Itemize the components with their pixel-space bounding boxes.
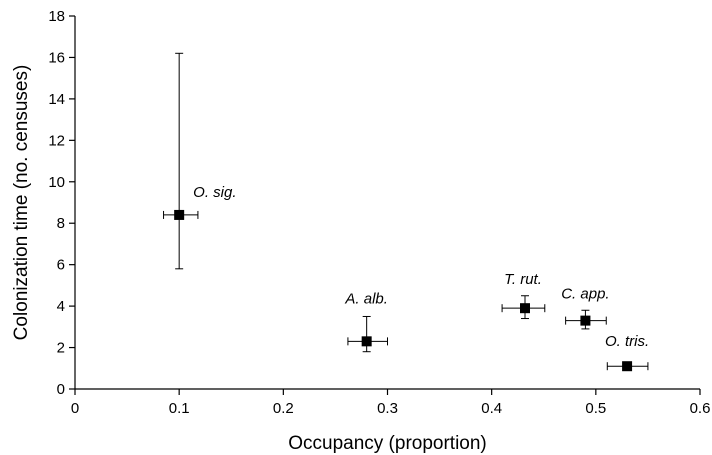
x-tick-label: 0.2: [273, 400, 294, 417]
data-point: C. app.: [561, 286, 610, 330]
x-axis-title: Occupancy (proportion): [288, 433, 487, 454]
y-tick-label: 2: [57, 340, 65, 357]
point-label: O. sig.: [193, 184, 236, 201]
y-tick-label: 6: [57, 257, 65, 274]
square-marker: [361, 336, 372, 347]
y-tick-label: 4: [57, 298, 65, 315]
y-tick-label: 16: [48, 49, 65, 66]
y-tick-label: 8: [57, 215, 65, 232]
square-marker: [580, 315, 591, 326]
y-axis-title: Colonization time (no. censuses): [11, 65, 32, 341]
plot-area: 0 2 4 6 8 10 12 14 16 18 0 0.1 0.2 0.3 0.4 0.5 0.6 O. sig…: [48, 8, 710, 417]
x-tick-label: 0.1: [169, 400, 190, 417]
data-point: T. rut.: [501, 271, 546, 320]
square-marker: [174, 209, 185, 220]
point-label: C. app.: [561, 286, 609, 303]
y-tick-label: 12: [48, 132, 65, 149]
y-tick-label: 18: [48, 8, 65, 25]
square-marker: [520, 303, 530, 314]
data-point: O. tris.: [605, 333, 649, 372]
y-tick-label: 14: [48, 91, 65, 108]
data-point: O. sig.: [163, 52, 237, 270]
x-tick-label: 0.3: [377, 400, 398, 417]
point-label: A. alb.: [344, 290, 388, 307]
x-tick-label: 0.5: [585, 400, 606, 417]
x-tick-label: 0.6: [690, 400, 711, 417]
x-tick-label: 0.4: [481, 400, 502, 417]
data-point: A. alb.: [344, 290, 388, 353]
y-tick-label: 0: [57, 381, 65, 398]
point-label: T. rut.: [504, 271, 542, 288]
x-tick-label: 0: [71, 400, 79, 417]
y-tick-label: 10: [48, 174, 65, 191]
square-marker: [622, 361, 633, 372]
point-label: O. tris.: [605, 333, 649, 350]
